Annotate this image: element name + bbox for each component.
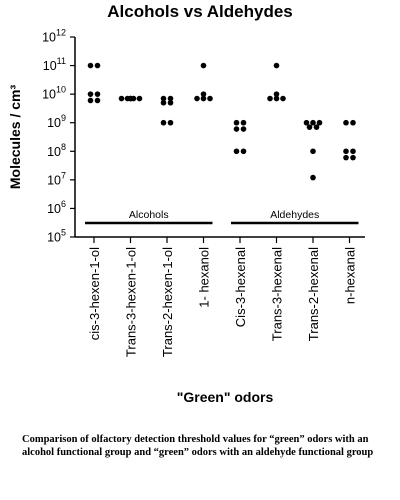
chart-plot: 105 106 107 108 109 1010 1011 1012 Molecules / c…	[7, 28, 365, 405]
x-axis-label: "Green" odors	[177, 389, 274, 405]
x-tick-label: cis-3-hexen-1-ol	[87, 247, 102, 340]
data-point	[240, 148, 247, 155]
y-tick-label: 1010	[42, 85, 66, 102]
data-point	[136, 95, 143, 102]
data-point	[160, 119, 167, 126]
data-point	[94, 97, 101, 104]
data-point	[310, 174, 316, 181]
data-point	[343, 119, 349, 126]
y-tick-label: 1012	[42, 28, 66, 45]
y-tick-label: 106	[47, 199, 66, 216]
data-point	[240, 119, 247, 126]
chart-title: Alcohols vs Aldehydes	[107, 2, 293, 21]
group-label: Alcohols	[129, 209, 169, 221]
data-point	[233, 119, 240, 126]
data-point	[343, 154, 349, 161]
data-point	[273, 62, 280, 69]
data-point	[273, 95, 280, 102]
data-point	[316, 119, 323, 126]
x-tick-label: Trans-2-hexenal	[306, 247, 321, 341]
x-tick-label: Trans-2-hexen-1-ol	[160, 247, 175, 357]
data-point	[313, 124, 320, 130]
data-point	[87, 97, 94, 104]
data-point	[207, 95, 213, 102]
data-point	[240, 126, 247, 132]
data-point	[310, 148, 316, 155]
data-point	[87, 62, 94, 69]
y-tick-label: 1011	[43, 56, 66, 73]
y-tick-label: 107	[47, 170, 66, 187]
data-point	[306, 124, 313, 130]
data-point	[280, 95, 286, 102]
data-point	[350, 119, 356, 126]
data-point	[267, 95, 273, 102]
y-tick-label: 108	[47, 142, 66, 159]
data-point	[167, 99, 174, 106]
data-point	[194, 95, 200, 102]
data-point	[200, 91, 207, 97]
x-tick-label: Trans-3-hexen-1-ol	[124, 247, 139, 357]
data-point	[303, 119, 310, 126]
x-tick-label: n-hexanal	[343, 247, 358, 304]
data-point	[350, 148, 356, 155]
data-point	[167, 95, 174, 102]
data-point	[94, 91, 101, 97]
data-point	[160, 95, 167, 102]
x-tick-label: Cis-3-hexenal	[233, 247, 248, 327]
data-point	[127, 95, 134, 102]
data-point	[94, 62, 101, 69]
data-point	[343, 148, 349, 155]
data-point	[118, 95, 125, 102]
group-label: Aldehydes	[270, 209, 319, 221]
y-tick-label: 109	[47, 113, 66, 130]
data-point	[350, 154, 356, 161]
data-point	[200, 62, 207, 69]
x-tick-label: Trans-3-hexenal	[270, 247, 285, 341]
data-point	[273, 91, 280, 97]
figure-caption: Comparison of olfactory detection thresh…	[22, 434, 374, 458]
data-point	[233, 126, 240, 132]
data-point	[200, 95, 207, 102]
data-point	[160, 99, 167, 106]
x-tick-label: 1- hexanol	[197, 247, 212, 308]
y-tick-label: 105	[47, 228, 66, 245]
data-point	[310, 119, 316, 126]
data-point	[167, 119, 174, 126]
data-point	[87, 91, 94, 97]
y-axis-label: Molecules / cm³	[7, 85, 23, 190]
data-point	[233, 148, 240, 155]
